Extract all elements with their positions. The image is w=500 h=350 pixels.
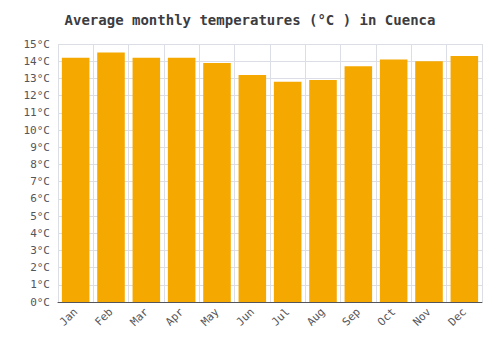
svg-text:12°C: 12°C bbox=[24, 89, 51, 102]
svg-text:14°C: 14°C bbox=[24, 55, 51, 68]
svg-text:10°C: 10°C bbox=[24, 124, 51, 137]
svg-text:7°C: 7°C bbox=[30, 175, 50, 188]
svg-text:2°C: 2°C bbox=[30, 261, 50, 274]
svg-text:4°C: 4°C bbox=[30, 227, 50, 240]
svg-text:Feb: Feb bbox=[92, 305, 115, 328]
svg-text:11°C: 11°C bbox=[24, 106, 51, 119]
svg-text:Dec: Dec bbox=[446, 305, 469, 328]
svg-text:May: May bbox=[198, 305, 221, 328]
svg-text:Oct: Oct bbox=[375, 305, 398, 328]
svg-text:8°C: 8°C bbox=[30, 158, 50, 171]
svg-text:Nov: Nov bbox=[410, 305, 433, 328]
svg-text:Jun: Jun bbox=[234, 305, 257, 328]
svg-text:9°C: 9°C bbox=[30, 141, 50, 154]
svg-text:Jul: Jul bbox=[269, 305, 292, 328]
svg-text:13°C: 13°C bbox=[24, 72, 51, 85]
svg-text:0°C: 0°C bbox=[30, 296, 50, 309]
svg-text:Sep: Sep bbox=[340, 305, 363, 328]
svg-text:Jan: Jan bbox=[57, 305, 80, 328]
svg-text:Mar: Mar bbox=[128, 305, 151, 328]
svg-text:1°C: 1°C bbox=[30, 278, 50, 291]
svg-text:6°C: 6°C bbox=[30, 192, 50, 205]
svg-text:5°C: 5°C bbox=[30, 210, 50, 223]
svg-text:15°C: 15°C bbox=[24, 38, 51, 51]
svg-text:Aug: Aug bbox=[304, 305, 327, 328]
svg-text:Apr: Apr bbox=[163, 305, 186, 328]
svg-text:Average monthly temperatures (: Average monthly temperatures (°C ) in Cu… bbox=[65, 12, 436, 28]
svg-text:3°C: 3°C bbox=[30, 244, 50, 257]
